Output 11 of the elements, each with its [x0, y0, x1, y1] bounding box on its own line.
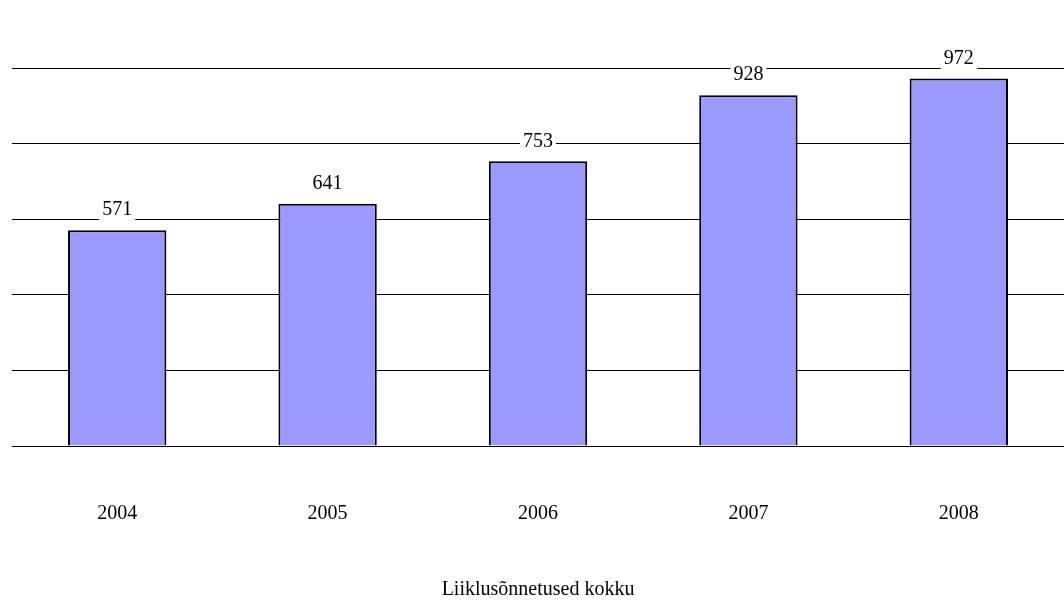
- x-tick-label: 2006: [518, 501, 558, 524]
- x-tick-label: 2008: [938, 501, 979, 524]
- x-tick-label: 2004: [97, 501, 138, 524]
- x-tick-label: 2007: [728, 501, 769, 524]
- data-label: 928: [733, 62, 764, 85]
- data-label: 972: [943, 45, 974, 68]
- x-axis-title: Liiklusõnnetused kokku: [441, 577, 635, 600]
- data-label: 571: [102, 197, 133, 220]
- data-label: 753: [523, 128, 553, 151]
- data-label: 641: [312, 170, 343, 193]
- x-tick-label: 2005: [307, 501, 348, 524]
